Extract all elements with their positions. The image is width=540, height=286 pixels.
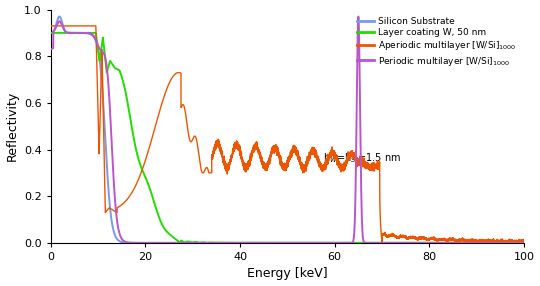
Text: h$_W$=h$_{Si}$=1.5 nm: h$_W$=h$_{Si}$=1.5 nm [323,151,401,164]
Y-axis label: Reflectivity: Reflectivity [5,91,18,161]
X-axis label: Energy [keV]: Energy [keV] [247,267,328,281]
Legend: Silicon Substrate, Layer coating W, 50 nm, Aperiodic multilayer [W/Si]$_{1000}$,: Silicon Substrate, Layer coating W, 50 n… [355,14,519,70]
